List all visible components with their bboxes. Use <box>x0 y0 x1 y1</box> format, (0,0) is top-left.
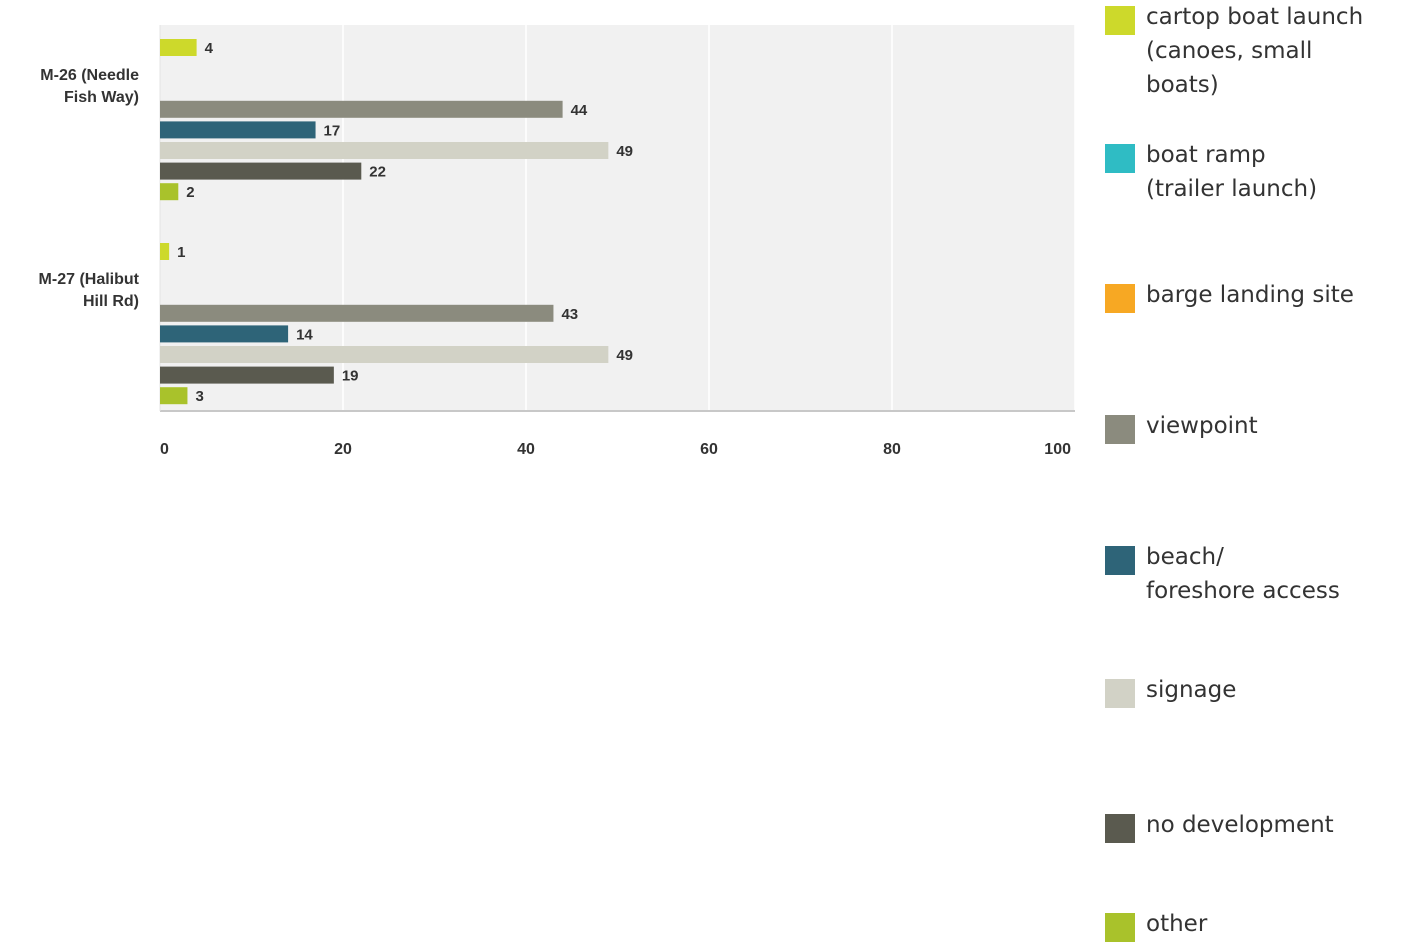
bar <box>160 142 609 159</box>
bar <box>160 183 179 201</box>
data-label: 22 <box>369 164 386 181</box>
legend-item: cartop boat launch (canoes, small boats) <box>1105 0 1363 102</box>
x-tick-label: 0 <box>160 441 169 458</box>
x-tick-label: 60 <box>700 441 718 458</box>
x-tick-label: 80 <box>883 441 901 458</box>
legend-item: barge landing site <box>1105 278 1354 313</box>
x-tick-label: 100 <box>1044 441 1071 458</box>
legend-swatch <box>1105 6 1135 35</box>
legend-item: other <box>1105 907 1207 942</box>
data-label: 17 <box>324 122 341 139</box>
legend-item: viewpoint <box>1105 409 1258 444</box>
data-label: 1 <box>177 244 185 261</box>
legend-swatch <box>1105 679 1135 708</box>
legend-swatch <box>1105 284 1135 313</box>
legend-item: boat ramp (trailer launch) <box>1105 138 1317 206</box>
legend-swatch <box>1105 415 1135 444</box>
data-label: 43 <box>561 306 578 323</box>
data-label: 4 <box>205 40 214 57</box>
bars <box>160 39 609 405</box>
legend-item: signage <box>1105 673 1236 708</box>
bar <box>160 121 316 139</box>
category-labels: M-26 (Needle Fish Way) M-27 (Halibut Hill R… <box>39 67 140 310</box>
category-label: M-27 (Halibut Hill Rd) <box>39 271 140 310</box>
legend-label: no development <box>1146 812 1334 838</box>
bar <box>160 325 289 343</box>
bar <box>160 366 334 384</box>
legend-label: signage <box>1146 677 1237 703</box>
legend-label: viewpoint <box>1146 413 1258 439</box>
x-tick-label: 40 <box>517 441 535 458</box>
data-label: 3 <box>195 388 203 405</box>
data-label: 44 <box>571 102 588 119</box>
bar <box>160 304 554 322</box>
data-label: 49 <box>616 143 633 160</box>
legend-item: beach/ foreshore access <box>1105 540 1340 608</box>
legend: cartop boat launch (canoes, small boats)… <box>1105 0 1401 944</box>
bar <box>160 346 609 363</box>
bar <box>160 39 197 56</box>
bar <box>160 100 563 118</box>
legend-swatch <box>1105 144 1135 173</box>
legend-item: no development <box>1105 808 1334 843</box>
legend-label: barge landing site <box>1146 282 1354 308</box>
x-tick-label: 20 <box>334 441 352 458</box>
data-label: 14 <box>296 326 313 343</box>
data-label: 2 <box>186 184 194 201</box>
legend-swatch <box>1105 546 1135 575</box>
legend-label: other <box>1146 911 1208 937</box>
category-label: M-26 (Needle Fish Way) <box>40 67 139 106</box>
legend-swatch <box>1105 814 1135 843</box>
data-label: 49 <box>616 347 633 364</box>
legend-swatch <box>1105 913 1135 942</box>
legend-label: boat ramp (trailer launch) <box>1146 142 1318 202</box>
legend-label: cartop boat launch (canoes, small boats) <box>1146 4 1364 98</box>
data-label: 19 <box>342 368 359 385</box>
bar <box>160 243 170 260</box>
legend-label: beach/ foreshore access <box>1146 544 1340 604</box>
x-tick-labels: 0 20 40 60 80 100 <box>160 441 1071 458</box>
bar <box>160 387 188 405</box>
bar <box>160 162 362 180</box>
